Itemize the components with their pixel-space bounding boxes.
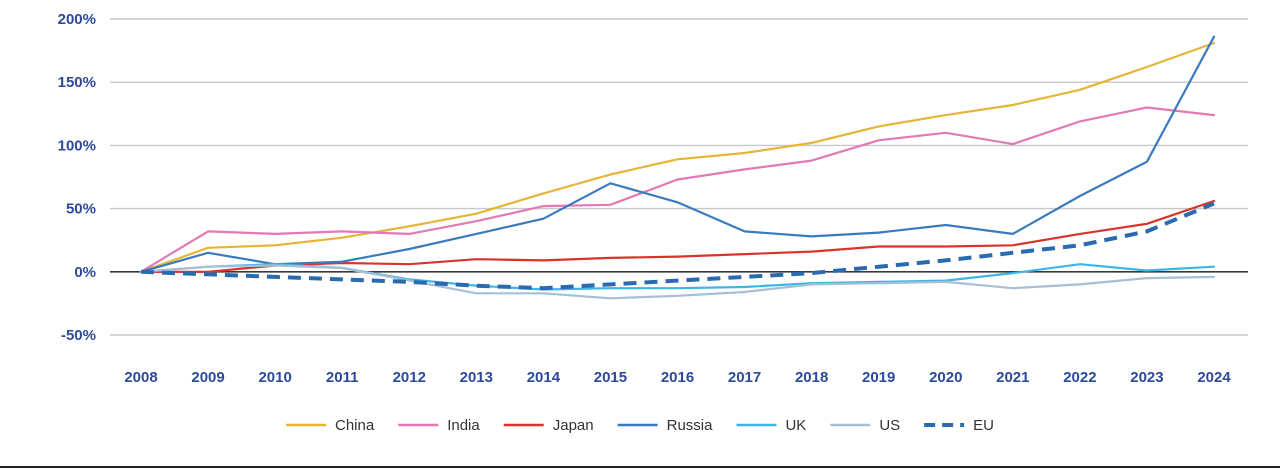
y-tick-label: 200% [58, 11, 96, 28]
x-tick-label: 2010 [258, 369, 291, 386]
x-axis-tick-labels: 2008 2009 2010 2011 2012 2013 2014 2015 2016 2017… [124, 369, 1231, 386]
y-axis-tick-labels: 200% 150% 100% 50% 0% -50% [58, 11, 96, 344]
x-tick-label: 2017 [728, 369, 761, 386]
legend-label-russia: Russia [667, 417, 714, 434]
y-tick-label: -50% [61, 327, 96, 344]
x-tick-label: 2012 [393, 369, 426, 386]
legend-label-india: India [447, 417, 480, 434]
bottom-divider [0, 466, 1280, 468]
x-tick-label: 2013 [460, 369, 493, 386]
series-line-russia [139, 35, 1216, 273]
legend-label-china: China [335, 417, 375, 434]
series-lines [139, 35, 1216, 300]
series-line-japan [139, 199, 1216, 273]
legend-label-uk: UK [785, 417, 806, 434]
x-tick-label: 2018 [795, 369, 828, 386]
legend-label-eu: EU [973, 417, 994, 434]
x-tick-label: 2021 [996, 369, 1029, 386]
legend-label-japan: Japan [553, 417, 594, 434]
y-tick-label: 50% [66, 201, 96, 218]
x-tick-label: 2009 [191, 369, 224, 386]
x-tick-label: 2019 [862, 369, 895, 386]
x-tick-label: 2023 [1130, 369, 1163, 386]
y-tick-label: 100% [58, 137, 96, 154]
grid-lines [110, 18, 1248, 336]
y-tick-label: 0% [74, 264, 96, 281]
x-tick-label: 2024 [1197, 369, 1231, 386]
y-tick-label: 150% [58, 74, 96, 91]
x-tick-label: 2008 [124, 369, 157, 386]
series-line-china [139, 41, 1216, 273]
x-tick-label: 2014 [527, 369, 561, 386]
x-tick-label: 2015 [594, 369, 627, 386]
x-tick-label: 2016 [661, 369, 694, 386]
series-line-india [139, 106, 1216, 273]
series-line-us [139, 264, 1216, 300]
legend-label-us: US [879, 417, 900, 434]
series-line-eu [140, 201, 1215, 291]
x-tick-label: 2011 [326, 369, 359, 386]
legend: China India Japan Russia UK US EU [286, 417, 994, 434]
x-tick-label: 2020 [929, 369, 962, 386]
x-tick-label: 2022 [1063, 369, 1096, 386]
